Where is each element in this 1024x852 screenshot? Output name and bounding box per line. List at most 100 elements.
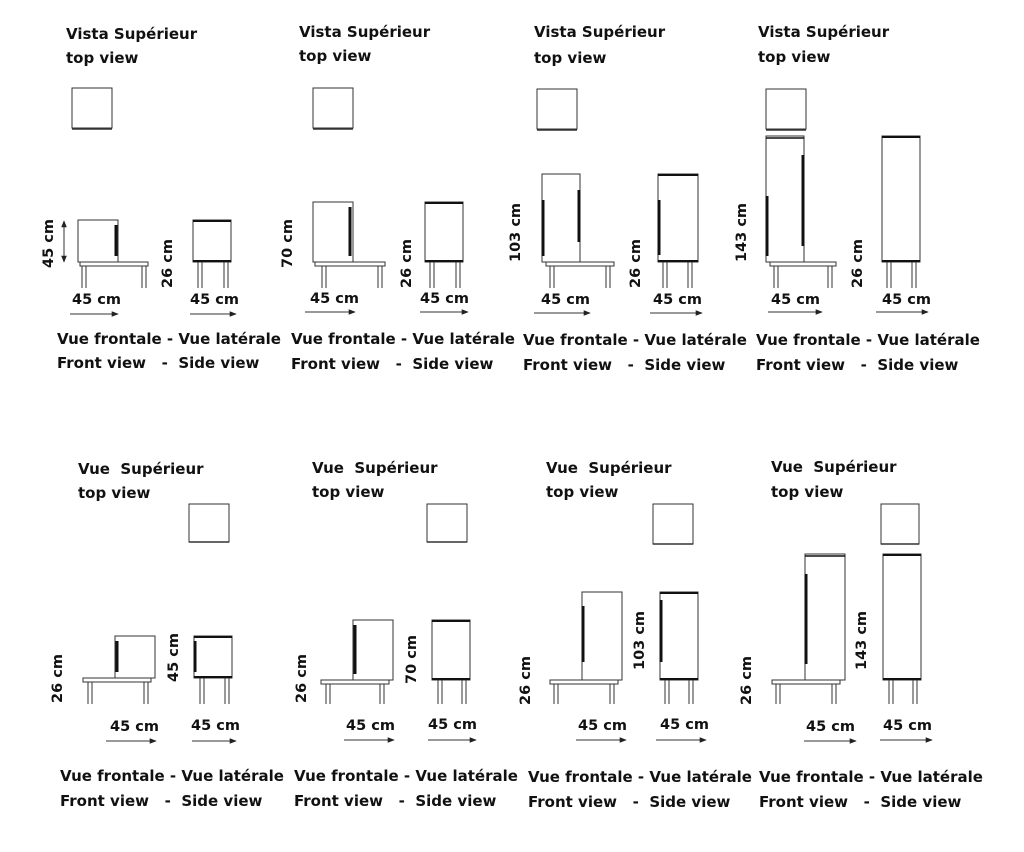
panel-5-title: Vue Supérieur xyxy=(78,460,204,478)
side-view-cabinet xyxy=(424,201,464,263)
panel-5-side-width: 45 cm xyxy=(191,718,240,734)
panel-7-caption: Vue frontale - Vue latérale xyxy=(528,768,752,786)
panel-6-title: Vue Supérieur xyxy=(312,459,438,477)
panel-7-front-height: 26 cm xyxy=(518,656,534,705)
panel-2-title: Vista Supérieur xyxy=(299,23,431,41)
panel-6-front-width: 45 cm xyxy=(346,718,395,734)
side-view-cabinet xyxy=(881,135,921,263)
top-view-square xyxy=(188,503,230,543)
panel-3-subtitle: top view xyxy=(534,49,607,67)
panel-3-title: Vista Supérieur xyxy=(534,23,666,41)
front-view-cabinet xyxy=(312,201,354,263)
panel-6-caption-en: Front view - Side view xyxy=(294,792,497,810)
panel-8-side-height: 143 cm xyxy=(854,610,870,670)
panel-1-title: Vista Supérieur xyxy=(66,25,198,43)
panel-4-front-width: 45 cm xyxy=(771,292,820,308)
panel-4-title: Vista Supérieur xyxy=(758,23,890,41)
panel-1-caption: Vue frontale - Vue latérale xyxy=(57,330,281,348)
front-view-base xyxy=(771,679,841,685)
top-view-square xyxy=(765,88,807,130)
panel-3-front-width: 45 cm xyxy=(541,292,590,308)
panel-5-subtitle: top view xyxy=(78,484,151,502)
panel-8-caption: Vue frontale - Vue latérale xyxy=(759,768,983,786)
side-view-cabinet xyxy=(193,635,233,679)
top-view-square xyxy=(426,503,468,543)
panel-2-side-width: 45 cm xyxy=(420,291,469,307)
side-view-cabinet xyxy=(657,173,699,263)
panel-1-caption-en: Front view - Side view xyxy=(57,354,260,372)
panel-4-side-height: 26 cm xyxy=(850,239,866,288)
panel-3-front-height: 103 cm xyxy=(508,202,524,262)
top-view-square xyxy=(71,87,113,129)
panel-1-front-width: 45 cm xyxy=(72,292,121,308)
panel-8-front-width: 45 cm xyxy=(806,719,855,735)
panel-3-side-width: 45 cm xyxy=(653,292,702,308)
panel-5-caption: Vue frontale - Vue latérale xyxy=(60,767,284,785)
panel-2-caption-en: Front view - Side view xyxy=(291,355,494,373)
side-view-cabinet xyxy=(659,591,699,681)
panel-7-side-height: 103 cm xyxy=(632,610,648,670)
panel-6-side-height: 70 cm xyxy=(404,635,420,684)
panel-5-side-height: 45 cm xyxy=(166,633,182,682)
front-view-cabinet xyxy=(352,619,394,681)
panel-7-subtitle: top view xyxy=(546,483,619,501)
panel-3-caption-en: Front view - Side view xyxy=(523,356,726,374)
side-view-cabinet xyxy=(882,553,922,681)
panel-2-front-width: 45 cm xyxy=(310,291,359,307)
panel-1-side-height: 26 cm xyxy=(160,239,176,288)
top-view-square xyxy=(880,503,920,545)
panel-4-drawing xyxy=(765,88,929,315)
panel-3-side-height: 26 cm xyxy=(628,239,644,288)
front-view-base xyxy=(545,261,615,267)
panel-3-drawing xyxy=(534,88,703,316)
front-view-cabinet xyxy=(114,635,156,679)
panel-8-caption-en: Front view - Side view xyxy=(759,793,962,811)
panel-3-caption: Vue frontale - Vue latérale xyxy=(523,331,747,349)
panel-1-side-width: 45 cm xyxy=(190,292,239,308)
side-view-cabinet xyxy=(192,219,232,263)
front-view-base xyxy=(549,679,619,685)
front-view-cabinet xyxy=(804,553,846,681)
panel-6-front-height: 26 cm xyxy=(294,654,310,703)
panel-2-drawing xyxy=(305,87,469,315)
panel-1-subtitle: top view xyxy=(66,49,139,67)
panel-8-side-width: 45 cm xyxy=(883,718,932,734)
panel-2-subtitle: top view xyxy=(299,47,372,65)
front-view-base xyxy=(82,677,152,683)
front-view-cabinet xyxy=(581,591,623,681)
panel-4-caption: Vue frontale - Vue latérale xyxy=(756,331,980,349)
panel-5-front-width: 45 cm xyxy=(110,719,159,735)
panel-6-subtitle: top view xyxy=(312,483,385,501)
panel-4-caption-en: Front view - Side view xyxy=(756,356,959,374)
panel-8-subtitle: top view xyxy=(771,483,844,501)
panel-4-front-height: 143 cm xyxy=(734,202,750,262)
front-view-cabinet xyxy=(77,219,119,263)
panel-7-caption-en: Front view - Side view xyxy=(528,793,731,811)
panel-4-side-width: 45 cm xyxy=(882,292,931,308)
panel-6-drawing xyxy=(320,503,477,743)
front-view-base xyxy=(769,261,837,267)
panel-6-caption: Vue frontale - Vue latérale xyxy=(294,767,518,785)
panel-5-drawing xyxy=(82,503,237,744)
panel-8-front-height: 26 cm xyxy=(739,656,755,705)
panel-6-side-width: 45 cm xyxy=(428,717,477,733)
panel-7-drawing xyxy=(549,503,707,743)
panel-2-front-height: 70 cm xyxy=(280,219,296,268)
front-view-base xyxy=(79,261,149,267)
front-view-base xyxy=(314,261,386,267)
front-view-base xyxy=(320,679,390,685)
panel-7-front-width: 45 cm xyxy=(578,718,627,734)
side-view-cabinet xyxy=(431,619,471,681)
top-view-square xyxy=(652,503,694,545)
panel-8-drawing xyxy=(771,503,933,744)
panel-7-side-width: 45 cm xyxy=(660,717,709,733)
panel-7-title: Vue Supérieur xyxy=(546,459,672,477)
front-view-cabinet xyxy=(541,173,581,263)
panel-1-drawing xyxy=(61,87,237,317)
front-view-cabinet xyxy=(765,135,805,263)
panel-2-side-height: 26 cm xyxy=(399,239,415,288)
panel-2-caption: Vue frontale - Vue latérale xyxy=(291,330,515,348)
panel-5-caption-en: Front view - Side view xyxy=(60,792,263,810)
top-view-square xyxy=(536,88,578,130)
